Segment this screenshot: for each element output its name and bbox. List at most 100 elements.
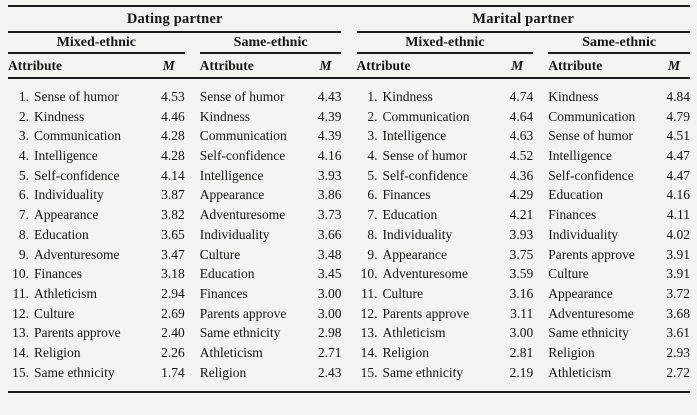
mean-value: 3.61 (666, 325, 690, 341)
attribute-name: Kindness (382, 89, 433, 104)
attribute-name: Culture (548, 266, 589, 282)
mean-value: 3.00 (317, 285, 342, 301)
row-number: 4. (18, 148, 29, 164)
column-header-row: Attribute M (548, 54, 690, 77)
table-row: Self-confidence 4.16 (200, 146, 342, 166)
subgroup-dating-same: Same-ethnic Attribute M (199, 33, 342, 77)
attribute-name: Athleticism (382, 325, 446, 341)
mean-value: 4.46 (161, 108, 185, 124)
attribute-name: Same ethnicity (548, 325, 629, 341)
attribute-column-header: Attribute (8, 57, 62, 73)
row-number: 9. (18, 246, 29, 262)
table-row: 6. Finances 4.29 (357, 185, 534, 205)
subgroup-labels-marital: Mixed-ethnic Attribute M Same-ethnic Att… (356, 33, 690, 77)
mean-value: 3.66 (317, 226, 342, 242)
mean-value: 2.69 (161, 305, 185, 321)
rows-marital-same: Kindness 4.84 Communication 4.79 Sense o (548, 87, 690, 382)
subgroup-rule (8, 52, 185, 54)
table-row: Individuality 3.66 (200, 225, 342, 245)
row-number: 15. (360, 364, 378, 380)
mean-value: 4.47 (666, 148, 690, 164)
mean-value: 3.82 (161, 207, 185, 223)
table-row: Culture 3.48 (200, 245, 342, 265)
group-header-row: Dating partner Mixed-ethnic Attribute M … (8, 7, 690, 77)
row-number: 1. (367, 89, 378, 104)
table-row: Adventuresome 3.68 (548, 304, 690, 324)
table-row: 4. Sense of humor 4.52 (357, 146, 534, 166)
mean-value: 4.29 (509, 187, 534, 203)
subgroup-label: Mixed-ethnic (405, 35, 485, 50)
attribute-name: Sense of humor (34, 89, 119, 104)
subgroup-rule (356, 52, 534, 54)
attribute-name: Religion (548, 344, 595, 360)
subgroup-label: Same-ethnic (233, 35, 308, 50)
row-number: 6. (367, 187, 378, 203)
table-row: 11. Athleticism 2.94 (8, 284, 185, 304)
subgroup-label: Same-ethnic (582, 35, 657, 50)
table-row: Education 4.16 (548, 185, 690, 205)
table-row: 14. Religion 2.26 (8, 343, 185, 363)
row-number: 6. (18, 187, 29, 203)
row-number: 7. (367, 207, 378, 223)
attribute-name: Finances (548, 207, 597, 223)
attribute-name: Culture (199, 246, 241, 262)
attribute-name: Communication (382, 108, 470, 124)
mean-value: 3.00 (317, 305, 342, 321)
column-header-row: Attribute M (200, 54, 342, 77)
table-row: Religion 2.93 (548, 343, 690, 363)
attribute-name: Communication (199, 128, 287, 144)
table-row: 1. Kindness 4.74 (357, 87, 533, 107)
column-header-row: Attribute M (8, 54, 185, 77)
row-number: 8. (18, 226, 29, 242)
attribute-name: Self-confidence (382, 167, 468, 183)
column-header-row: Attribute M (357, 54, 534, 77)
table-row: Kindness 4.39 (200, 107, 342, 127)
attribute-name: Education (34, 226, 89, 242)
mean-column-header: M (667, 57, 680, 73)
attribute-name: Kindness (34, 108, 85, 124)
attribute-name: Education (548, 187, 604, 203)
mean-value: 3.93 (509, 226, 534, 242)
row-number: 11. (12, 285, 29, 301)
attribute-name: Intelligence (382, 128, 447, 144)
mean-value: 3.45 (317, 266, 342, 282)
row-number: 10. (12, 266, 29, 282)
mean-value: 3.65 (161, 226, 185, 242)
table-row: 15. Same ethnicity 2.19 (357, 363, 534, 383)
table-row: Appearance 3.72 (548, 284, 690, 304)
table-row: 7. Appearance 3.82 (8, 205, 185, 225)
table-row: 12. Parents approve 3.11 (357, 304, 534, 324)
group-marital: Marital partner Mixed-ethnic Attribute M… (356, 7, 690, 77)
attribute-column-header: Attribute (199, 57, 254, 73)
attribute-name: Athleticism (34, 285, 97, 301)
mean-value: 4.64 (509, 108, 534, 124)
attribute-name: Communication (34, 128, 121, 144)
table-row: 10. Adventuresome 3.59 (357, 264, 534, 284)
row-number: 11. (361, 285, 378, 301)
mean-value: 4.63 (509, 128, 534, 144)
attribute-name: Appearance (199, 187, 265, 203)
mean-value: 3.18 (161, 266, 185, 282)
attribute-name: Adventuresome (382, 266, 468, 282)
table-row: 8. Education 3.65 (8, 225, 185, 245)
attribute-name: Culture (382, 285, 424, 301)
mean-value: 3.00 (509, 325, 534, 341)
table-row: 9. Adventuresome 3.47 (8, 245, 185, 265)
table-row: Parents approve 3.91 (548, 245, 690, 265)
table-row: Finances 4.11 (548, 205, 690, 225)
table-row: Same ethnicity 3.61 (548, 323, 690, 343)
attribute-name: Parents approve (548, 246, 635, 262)
mean-column-header: M (319, 57, 332, 73)
mean-value: 4.52 (509, 148, 534, 164)
row-number: 9. (367, 246, 378, 262)
mean-value: 4.36 (509, 167, 534, 183)
row-number: 5. (367, 167, 378, 183)
mean-value: 3.47 (161, 246, 185, 262)
attribute-name: Individuality (34, 187, 104, 203)
mean-value: 4.39 (317, 128, 342, 144)
table-row: Education 3.45 (200, 264, 342, 284)
mean-value: 2.43 (317, 364, 342, 380)
mean-value: 3.93 (317, 167, 342, 183)
attribute-name: Self-confidence (34, 167, 120, 183)
